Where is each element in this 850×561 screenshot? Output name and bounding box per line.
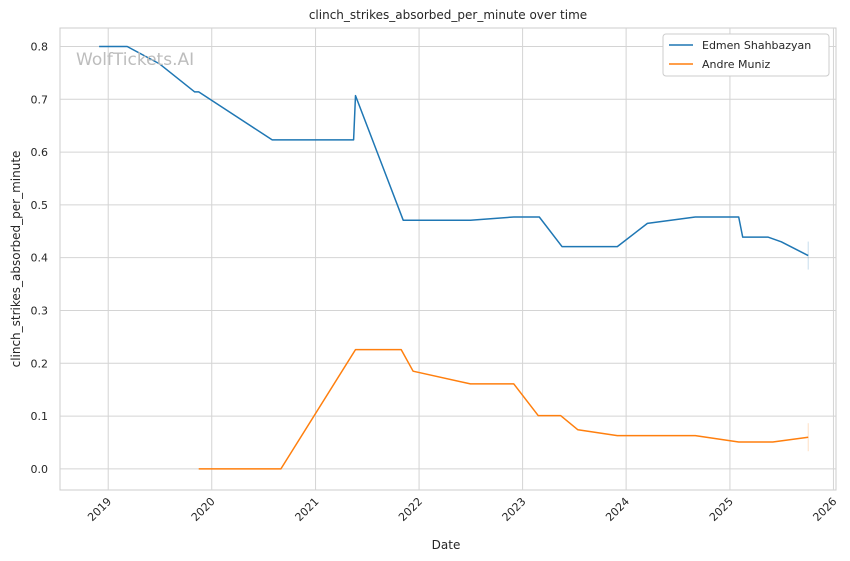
- legend-label-edmen: Edmen Shahbazyan: [702, 39, 811, 52]
- y-tick-label: 0.0: [31, 463, 49, 476]
- x-tick-label: 2021: [293, 495, 322, 524]
- watermark: WolfTickets.AI: [76, 50, 194, 70]
- y-tick-label: 0.8: [31, 40, 49, 53]
- y-axis-label: clinch_strikes_absorbed_per_minute: [9, 151, 23, 368]
- legend: Edmen Shahbazyan Andre Muniz: [662, 33, 830, 77]
- legend-label-andre: Andre Muniz: [702, 58, 771, 71]
- chart-title: clinch_strikes_absorbed_per_minute over …: [309, 8, 587, 22]
- x-tick-label: 2019: [85, 495, 114, 524]
- series-line-0: [99, 45, 809, 257]
- x-tick-label: 2023: [500, 495, 529, 524]
- legend-box: [662, 33, 830, 77]
- series-lines: [99, 45, 809, 470]
- plot-area: [59, 27, 837, 491]
- x-tick-label: 2025: [707, 495, 736, 524]
- grid-lines: [60, 28, 836, 490]
- x-tick-label: 2026: [810, 495, 839, 524]
- x-tick-label: 2024: [603, 495, 632, 524]
- y-axis-ticks: 0.0 0.1 0.2 0.3 0.4 0.5 0.6 0.7 0.8: [31, 40, 49, 475]
- x-tick-label: 2022: [396, 495, 425, 524]
- series-line-1: [198, 348, 809, 470]
- y-tick-label: 0.2: [31, 357, 49, 370]
- y-tick-label: 0.6: [31, 146, 49, 159]
- x-tick-label: 2020: [189, 495, 218, 524]
- x-axis-ticks: 2019 2020 2021 2022 2023 2024 2025 2026: [85, 495, 839, 524]
- y-tick-label: 0.3: [31, 304, 49, 317]
- y-tick-label: 0.5: [31, 199, 49, 212]
- y-tick-label: 0.7: [31, 93, 49, 106]
- y-tick-label: 0.1: [31, 410, 49, 423]
- y-tick-label: 0.4: [31, 252, 49, 265]
- x-axis-label: Date: [432, 538, 461, 552]
